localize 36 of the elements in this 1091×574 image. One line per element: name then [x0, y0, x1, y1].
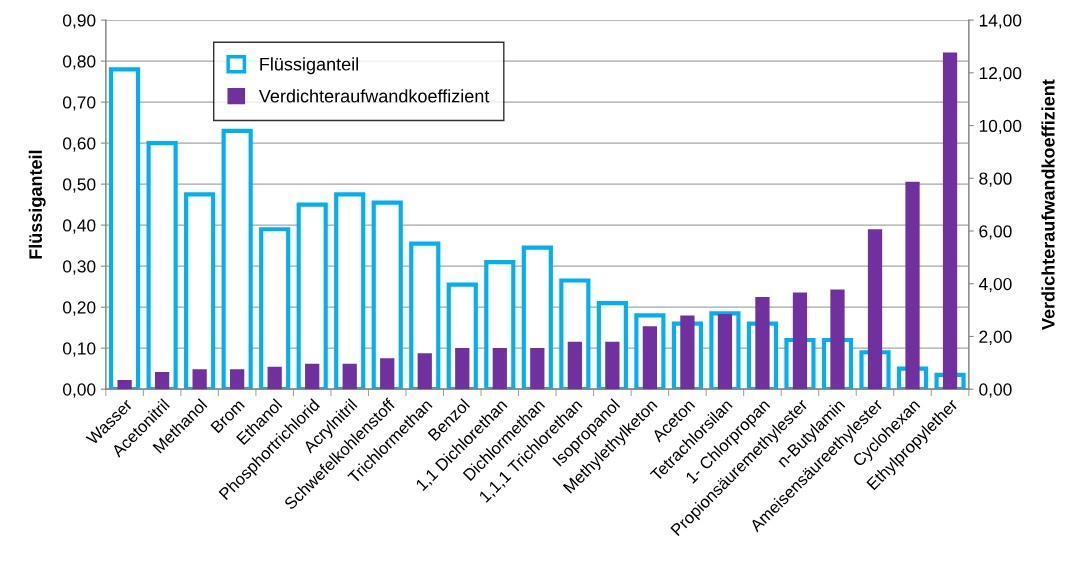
bar	[154, 372, 170, 390]
bar	[230, 369, 245, 390]
bar	[530, 348, 545, 390]
bar	[492, 348, 507, 390]
y-tick-label: 0,00	[63, 383, 96, 398]
bar	[117, 379, 132, 390]
y-tick-label: 0,10	[63, 342, 96, 357]
legend-label: Flüssiganteil	[260, 57, 358, 75]
bar	[455, 348, 470, 390]
bar	[567, 341, 582, 390]
y2-tick-label: 8,00	[979, 172, 1012, 187]
y-tick-label: 0,40	[63, 219, 96, 234]
y2-tick-label: 0,00	[979, 383, 1012, 398]
y-tick-label: 0,50	[63, 178, 96, 193]
bar	[342, 363, 357, 390]
y2-axis-title: Verdichteraufwandkoeffizient	[1041, 79, 1055, 330]
y2-tick-label: 4,00	[978, 277, 1012, 293]
y-tick-label: 0,30	[63, 260, 96, 275]
y-tick-label: 0,90	[63, 14, 96, 29]
bar	[417, 353, 432, 390]
bar	[305, 363, 320, 390]
y-tick-label: 0,80	[63, 55, 96, 70]
y2-tick-label: 10,00	[979, 119, 1022, 135]
y2-tick-label: 6,00	[979, 225, 1012, 240]
y-tick-label: 0,20	[63, 301, 96, 316]
y-tick-label: 0,70	[63, 96, 96, 111]
bar	[267, 366, 282, 390]
y-tick-label: 0,60	[63, 137, 96, 152]
y2-tick-label: 14,00	[979, 14, 1022, 29]
legend-label: Verdichteraufwandkoeffizient	[258, 89, 490, 103]
y2-tick-label: 2,00	[979, 330, 1012, 345]
bar	[192, 369, 207, 390]
y-axis-title: Flüssiganteil	[28, 150, 46, 259]
bar	[605, 341, 620, 390]
y2-tick-label: 12,00	[979, 66, 1022, 82]
bar	[380, 358, 395, 390]
